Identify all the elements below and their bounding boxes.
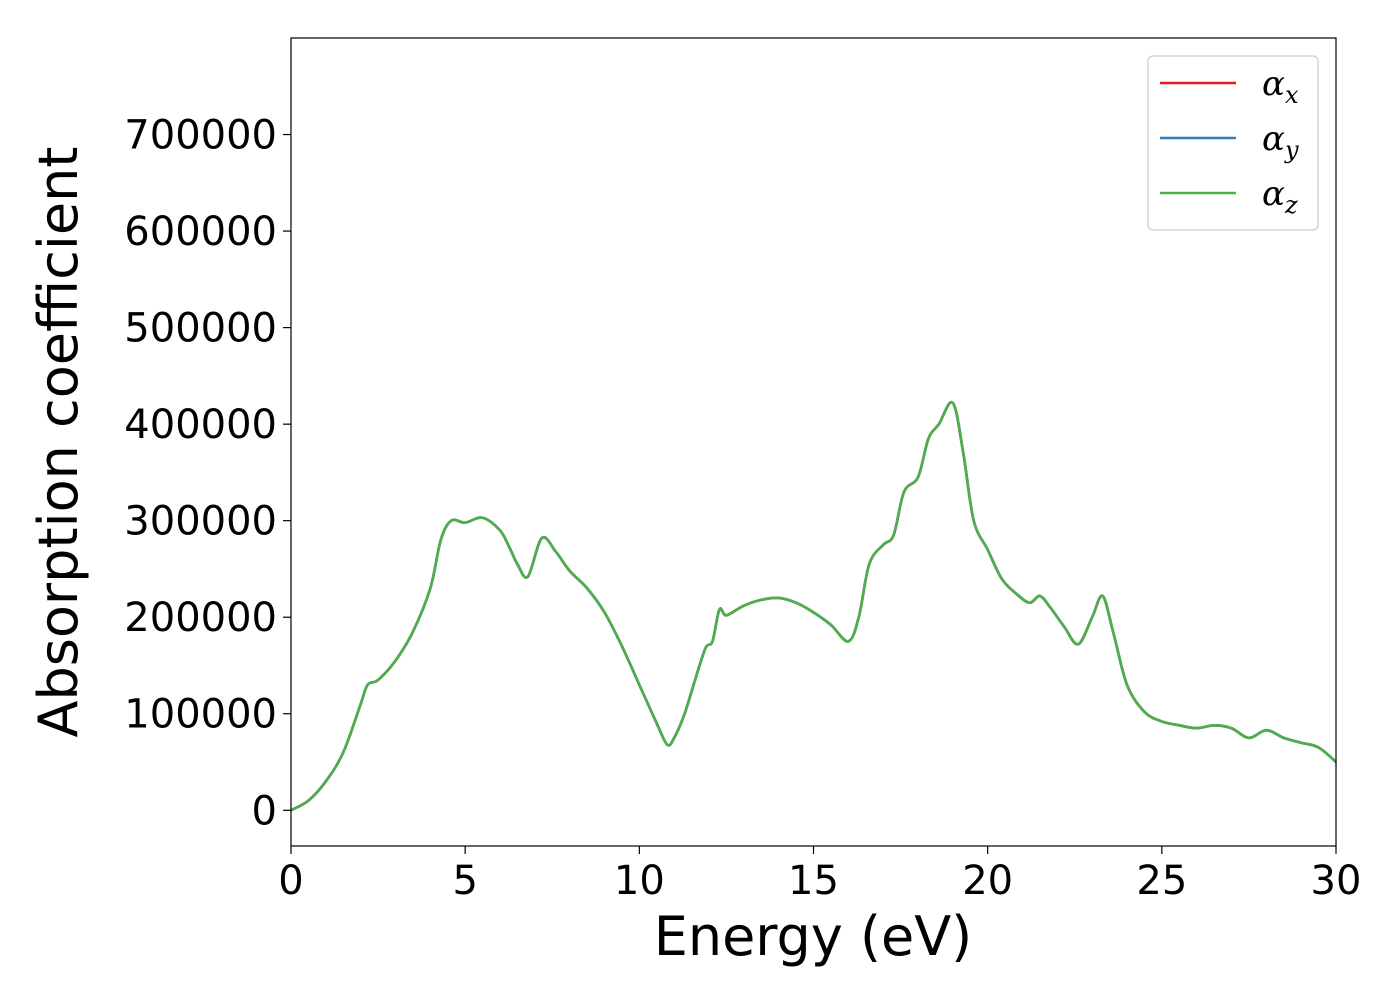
legend-box — [1147, 55, 1319, 231]
x-tick-label: 10 — [614, 858, 665, 904]
y-tick-label: 400000 — [124, 402, 277, 448]
legend-symbol: α — [1262, 64, 1285, 104]
legend-subscript: y — [1284, 136, 1299, 164]
series-line-alpha-z — [290, 400, 1337, 812]
legend-symbol: α — [1262, 174, 1285, 214]
x-axis-ticks: 0 5 10 15 20 25 30 — [278, 846, 1361, 904]
legend-label: αz — [1262, 174, 1298, 219]
x-tick-label: 15 — [788, 858, 839, 904]
legend-label: αy — [1262, 119, 1299, 164]
x-tick-label: 0 — [278, 858, 303, 904]
series-line-alpha-x — [290, 400, 1337, 812]
x-tick-label: 25 — [1136, 858, 1187, 904]
y-tick-label: 300000 — [124, 499, 277, 545]
series-layer — [290, 400, 1337, 812]
legend-subscript: z — [1284, 191, 1298, 219]
x-axis-title: Energy (eV) — [654, 905, 973, 968]
legend-label: αx — [1262, 64, 1299, 109]
y-tick-label: 200000 — [124, 595, 277, 641]
x-tick-label: 30 — [1311, 858, 1362, 904]
y-axis-ticks: 0 100000 200000 300000 400000 500000 600000 700… — [124, 113, 291, 834]
series-line-alpha-y — [290, 400, 1337, 812]
y-axis-title: Absorption coefficient — [27, 147, 90, 738]
y-tick-label: 500000 — [124, 306, 277, 352]
y-tick-label: 700000 — [124, 113, 277, 159]
x-tick-label: 20 — [962, 858, 1013, 904]
legend-subscript: x — [1285, 81, 1299, 109]
y-tick-label: 100000 — [124, 692, 277, 738]
y-tick-label: 600000 — [124, 209, 277, 255]
y-tick-label: 0 — [252, 788, 277, 834]
legend-symbol: α — [1262, 119, 1285, 159]
x-tick-label: 5 — [452, 858, 477, 904]
